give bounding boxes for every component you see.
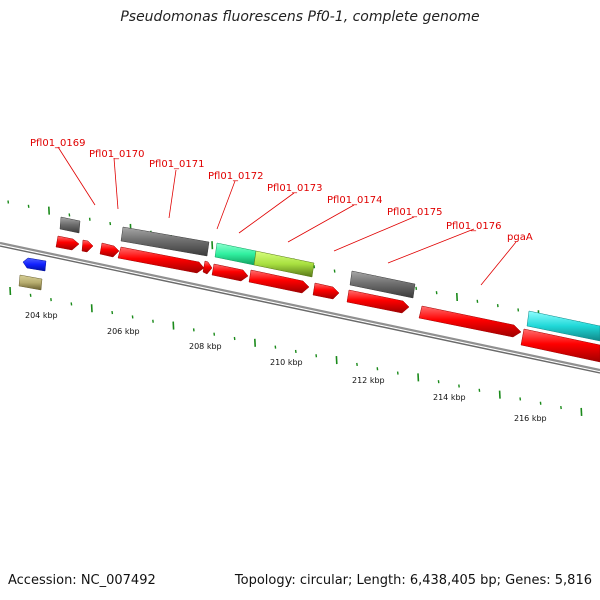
gene-grey-box-3[interactable] (349, 270, 416, 299)
gene-pfl01-0174[interactable] (312, 282, 340, 300)
label-callouts (57, 146, 517, 286)
genome-summary-text: Topology: circular; Length: 6,438,405 bp… (234, 573, 592, 588)
gene-pfl01-0171a[interactable] (99, 242, 120, 258)
inner-tick-ring (9, 286, 583, 416)
callout-pfl01-0175 (333, 216, 415, 252)
callout-pfl01-0173 (238, 192, 295, 234)
label-pfl01-0169: Pfl01_0169 (30, 138, 86, 149)
gene-pgaa[interactable] (520, 328, 600, 363)
gene-pfl01-0172a[interactable] (202, 260, 213, 275)
gene-pfl01-0173[interactable] (248, 269, 310, 294)
backbone-line (0, 241, 600, 372)
label-pfl01-0173: Pfl01_0173 (267, 183, 323, 194)
label-pgaa: pgaA (507, 232, 533, 243)
gene-blue-arrow[interactable] (22, 257, 47, 272)
scale-label-212: 212 kbp (352, 376, 385, 385)
label-pfl01-0176: Pfl01_0176 (446, 221, 502, 232)
scale-label-208: 208 kbp (189, 342, 222, 351)
label-pfl01-0170: Pfl01_0170 (89, 149, 145, 160)
label-pfl01-0175: Pfl01_0175 (387, 207, 443, 218)
gene-yellowgreen-box[interactable] (253, 250, 315, 278)
gene-pfl01-0170[interactable] (81, 239, 94, 253)
scale-label-214: 214 kbp (433, 393, 466, 402)
label-pfl01-0174: Pfl01_0174 (327, 195, 383, 206)
callout-pfl01-0169 (57, 146, 96, 206)
label-pfl01-0172: Pfl01_0172 (208, 171, 264, 182)
gene-grey-box-2[interactable] (120, 226, 210, 257)
callout-pgaa (480, 241, 517, 286)
gene-cyan-box[interactable] (526, 310, 600, 342)
callout-pfl01-0176 (387, 228, 475, 264)
gene-pfl01-0172b[interactable] (211, 263, 249, 282)
gene-labels: Pfl01_0169 Pfl01_0170 Pfl01_0171 Pfl01_0… (30, 138, 533, 243)
gene-pfl01-0171b[interactable] (117, 246, 205, 274)
callout-pfl01-0171 (168, 169, 177, 219)
gene-track (18, 216, 600, 363)
callout-pfl01-0170 (113, 157, 119, 210)
callout-pfl01-0172 (216, 180, 236, 230)
map-title: Pseudomonas fluorescens Pf0-1, complete … (120, 9, 480, 25)
gene-pfl01-0175[interactable] (346, 289, 410, 314)
label-pfl01-0171: Pfl01_0171 (149, 159, 205, 170)
backbone-shadow (0, 245, 600, 374)
gene-green-box[interactable] (214, 242, 257, 266)
gene-olive-box[interactable] (18, 274, 43, 291)
gene-pfl01-0176[interactable] (418, 305, 522, 338)
scale-label-210: 210 kbp (270, 358, 303, 367)
scale-labels: 204 kbp 206 kbp 208 kbp 210 kbp 212 kbp … (25, 311, 547, 423)
callout-pfl01-0174 (287, 204, 355, 243)
scale-label-206: 206 kbp (107, 327, 140, 336)
scale-label-216: 216 kbp (514, 414, 547, 423)
gene-pfl01-0169[interactable] (55, 235, 80, 251)
gene-grey-box-1[interactable] (59, 216, 81, 234)
accession-text: Accession: NC_007492 (8, 573, 156, 588)
scale-label-204: 204 kbp (25, 311, 58, 320)
